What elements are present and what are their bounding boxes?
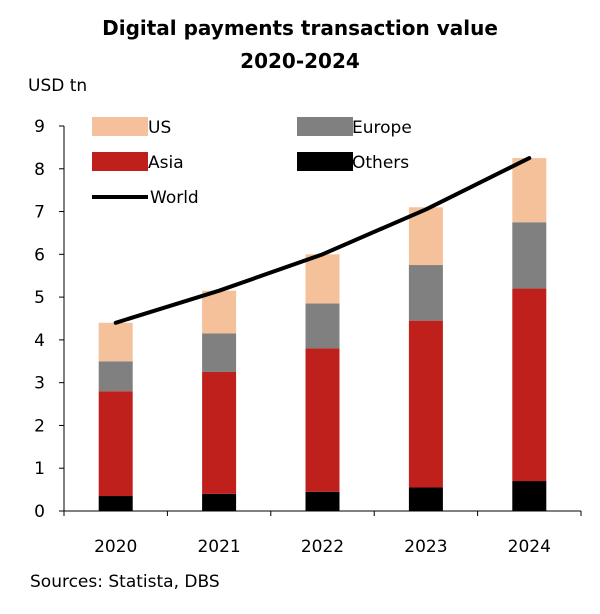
legend-swatch-us: [92, 117, 148, 136]
y-tick-label: 8: [34, 160, 45, 180]
x-tick-label: 2021: [197, 537, 240, 557]
legend-label-us: US: [148, 118, 171, 138]
bar-segment-us: [408, 207, 443, 266]
chart-title-line-1: Digital payments transaction value: [102, 16, 498, 40]
bar-segment-others: [98, 496, 133, 511]
bar-segment-asia: [408, 320, 443, 488]
bar-segment-europe: [305, 303, 340, 349]
y-tick-label: 1: [34, 459, 45, 479]
legend-swatch-asia: [92, 152, 148, 171]
x-tick-label: 2024: [508, 537, 551, 557]
y-axis-label: USD tn: [28, 76, 87, 96]
bar-segment-asia: [202, 371, 237, 494]
chart-title-line-2: 2020-2024: [240, 49, 360, 73]
bar-segment-others: [512, 481, 547, 511]
y-tick-label: 9: [34, 117, 45, 137]
x-tick-label: 2023: [404, 537, 447, 557]
bar-segment-europe: [202, 333, 237, 372]
legend: US Europe Asia Others World: [92, 117, 412, 208]
y-tick-label: 7: [34, 203, 45, 223]
plot-area: 0 1 2 3 4 5 6 7 8 9 2020 2021 2022 2023 2024: [34, 117, 582, 557]
bar-segment-us: [98, 322, 133, 362]
legend-label-europe: Europe: [352, 118, 412, 138]
bar-segment-asia: [98, 391, 133, 497]
legend-label-others: Others: [352, 153, 409, 173]
bar-segment-asia: [305, 348, 340, 492]
legend-swatch-others: [297, 152, 353, 171]
bar-segment-us: [202, 290, 237, 334]
bar-segment-others: [202, 493, 237, 511]
bar-segment-europe: [408, 265, 443, 321]
bar-segment-others: [408, 487, 443, 511]
bar-segment-europe: [512, 222, 547, 289]
chart-title: Digital payments transaction value 2020-…: [0, 12, 600, 78]
legend-swatch-europe: [297, 117, 353, 136]
bar-segment-europe: [98, 361, 133, 392]
y-tick-label: 3: [34, 374, 45, 394]
bar-segment-us: [305, 254, 340, 304]
y-tick-label: 5: [34, 288, 45, 308]
source-note: Sources: Statista, DBS: [30, 572, 220, 592]
bar-segment-asia: [512, 288, 547, 482]
y-tick-label: 6: [34, 245, 45, 265]
x-tick-label: 2022: [301, 537, 344, 557]
x-tick-label: 2020: [94, 537, 137, 557]
bar-segment-others: [305, 491, 340, 511]
legend-label-world: World: [150, 188, 199, 208]
y-tick-label: 0: [34, 502, 45, 522]
bar-segment-us: [512, 158, 547, 223]
y-tick-label: 4: [34, 331, 45, 351]
y-tick-label: 2: [34, 416, 45, 436]
legend-label-asia: Asia: [148, 153, 184, 173]
